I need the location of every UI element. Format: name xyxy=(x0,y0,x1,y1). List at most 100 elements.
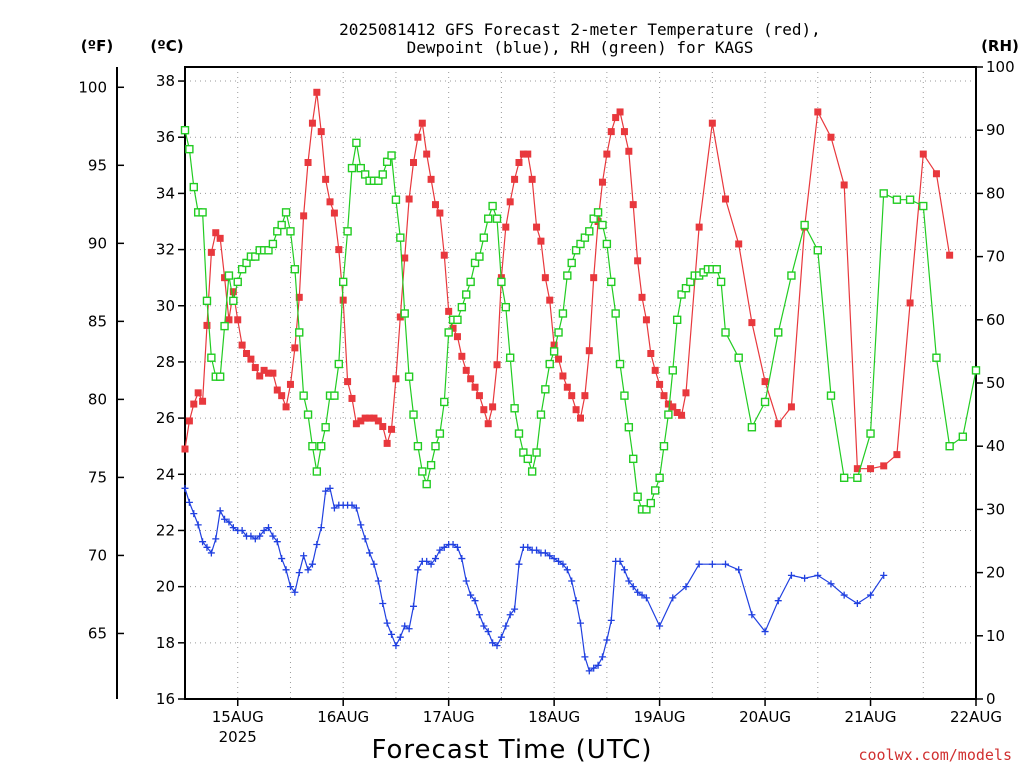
dewpoint-point xyxy=(524,543,532,551)
rh-point xyxy=(620,391,629,400)
temperature-point xyxy=(300,212,308,220)
rh-point xyxy=(268,239,278,249)
temperature-point xyxy=(695,223,703,231)
x-tick-label: 17AUG xyxy=(423,708,475,726)
temperature-point xyxy=(436,209,444,217)
c-tick-label: 30 xyxy=(156,297,175,315)
rh-point xyxy=(264,246,273,255)
rh-point xyxy=(475,252,484,261)
credit-text: coolwx.com/models xyxy=(858,746,1012,764)
f-tick-label: 70 xyxy=(88,546,107,564)
rh-point xyxy=(602,239,612,249)
dewpoint-point xyxy=(590,664,598,672)
dewpoint-point xyxy=(194,521,202,529)
c-tick-label: 26 xyxy=(156,409,175,427)
rh-point xyxy=(409,410,418,419)
rh-point xyxy=(879,189,888,198)
temperature-point xyxy=(383,439,391,447)
temperature-point xyxy=(278,392,286,400)
temperature-point xyxy=(625,147,633,155)
dewpoint-point xyxy=(572,597,580,605)
dewpoint-point xyxy=(458,555,466,563)
rh-point xyxy=(721,328,730,337)
temperature-point xyxy=(880,462,888,470)
rh-point xyxy=(470,258,480,268)
dewpoint-point xyxy=(286,583,294,591)
f-tick-label: 75 xyxy=(88,468,107,486)
temperature-point xyxy=(199,397,207,405)
rh-point xyxy=(497,277,506,287)
temperature-point xyxy=(537,237,545,245)
rh-point xyxy=(440,397,449,407)
dewpoint-point xyxy=(185,498,193,506)
dewpoint-point xyxy=(269,532,277,540)
temperature-point xyxy=(449,324,457,332)
temperature-point xyxy=(656,380,664,388)
rh-tick-label: 0 xyxy=(986,690,996,708)
temperature-point xyxy=(251,364,259,372)
rh-point xyxy=(413,442,423,451)
dewpoint-point xyxy=(361,535,369,543)
temperature-point xyxy=(651,366,659,374)
c-tick-label: 34 xyxy=(156,184,175,202)
c-tick-label: 24 xyxy=(156,465,175,483)
c-tick-label: 18 xyxy=(156,634,175,652)
temperature-point xyxy=(431,201,439,209)
dewpoint-point xyxy=(827,580,835,588)
rh-point xyxy=(466,277,475,287)
temperature-point xyxy=(546,296,554,304)
dewpoint-point xyxy=(585,667,593,675)
dewpoint-point xyxy=(392,642,400,650)
dewpoint-point xyxy=(840,591,848,599)
dewpoint-point xyxy=(199,538,207,546)
rh-point xyxy=(224,271,234,280)
rh-point xyxy=(202,296,212,306)
temperature-point xyxy=(669,403,677,411)
temperature-point xyxy=(524,150,532,158)
temperature-point xyxy=(203,321,211,329)
dewpoint-point xyxy=(480,622,488,630)
rh-point xyxy=(558,309,568,318)
rh-point xyxy=(629,454,638,464)
dewpoint-point xyxy=(264,524,272,532)
rh-point xyxy=(505,353,515,362)
temperature-point xyxy=(484,420,492,428)
dewpoint-point xyxy=(313,541,321,549)
temperature-point xyxy=(519,150,527,158)
c-tick-label: 20 xyxy=(156,578,175,596)
temperature-point xyxy=(577,414,584,422)
temperature-point xyxy=(370,414,378,422)
rh-point xyxy=(343,227,352,236)
x-tick-label: 21AUG xyxy=(845,708,897,726)
rh-point xyxy=(431,442,440,451)
rh-point xyxy=(571,246,581,255)
rh-tick-label: 100 xyxy=(986,58,1015,76)
dewpoint-point xyxy=(493,642,501,650)
dewpoint-point xyxy=(541,549,549,557)
dewpoint-point xyxy=(467,591,475,599)
temperature-point xyxy=(616,108,624,116)
temperature-point xyxy=(493,361,501,369)
rh-point xyxy=(686,277,695,287)
rh-point xyxy=(317,442,326,451)
rh-point xyxy=(492,214,502,223)
dewpoint-point xyxy=(598,653,606,661)
rh-point xyxy=(549,347,559,356)
rh-point xyxy=(892,195,902,204)
temperature-point xyxy=(243,350,251,358)
dewpoint-point xyxy=(814,571,822,579)
rh-point xyxy=(813,246,822,255)
dewpoint-point xyxy=(251,535,259,543)
rh-point xyxy=(716,277,726,287)
rh-point xyxy=(624,423,634,432)
temperature-point xyxy=(322,175,330,183)
temperature-point xyxy=(660,392,668,400)
rh-point xyxy=(567,258,576,268)
rh-point xyxy=(312,467,322,476)
dewpoint-point xyxy=(620,566,628,574)
temperature-point xyxy=(216,234,224,242)
dewpoint-point xyxy=(326,484,334,492)
rh-point xyxy=(523,454,532,464)
f-tick-label: 85 xyxy=(88,312,107,330)
temperature-point xyxy=(502,223,510,231)
